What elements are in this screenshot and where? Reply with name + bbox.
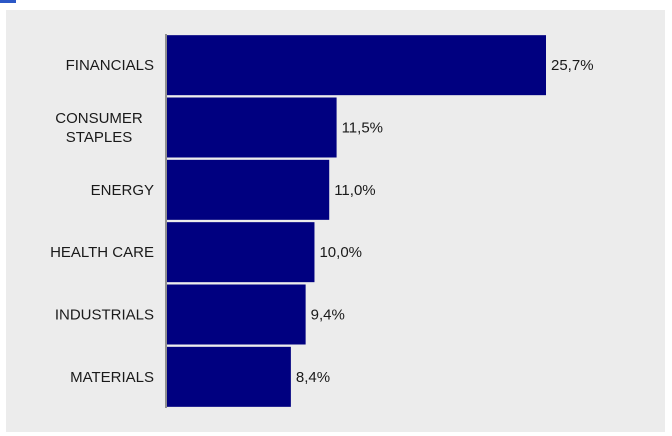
category-tick-label: MATERIALS [70,369,154,386]
data-label: 8,4% [296,369,330,386]
bar-financials [167,35,546,96]
accent-mark [0,0,16,3]
data-label: 10,0% [319,244,362,261]
category-tick-label: CONSUMER STAPLES [55,110,143,146]
category-tick-label: ENERGY [91,182,154,199]
category-tick-label: FINANCIALS [66,57,154,74]
category-tick-label: INDUSTRIALS [55,307,154,324]
bar-health-care [167,222,315,283]
data-label: 11,0% [334,182,375,199]
data-label: 11,5% [342,120,383,137]
bar-energy [167,159,330,220]
bar-materials [167,346,291,407]
bar-consumer-staples [167,97,337,158]
data-label: 25,7% [551,57,594,74]
data-label: 9,4% [311,307,345,324]
bar-industrials [167,284,306,345]
category-tick-label: HEALTH CARE [50,244,154,261]
